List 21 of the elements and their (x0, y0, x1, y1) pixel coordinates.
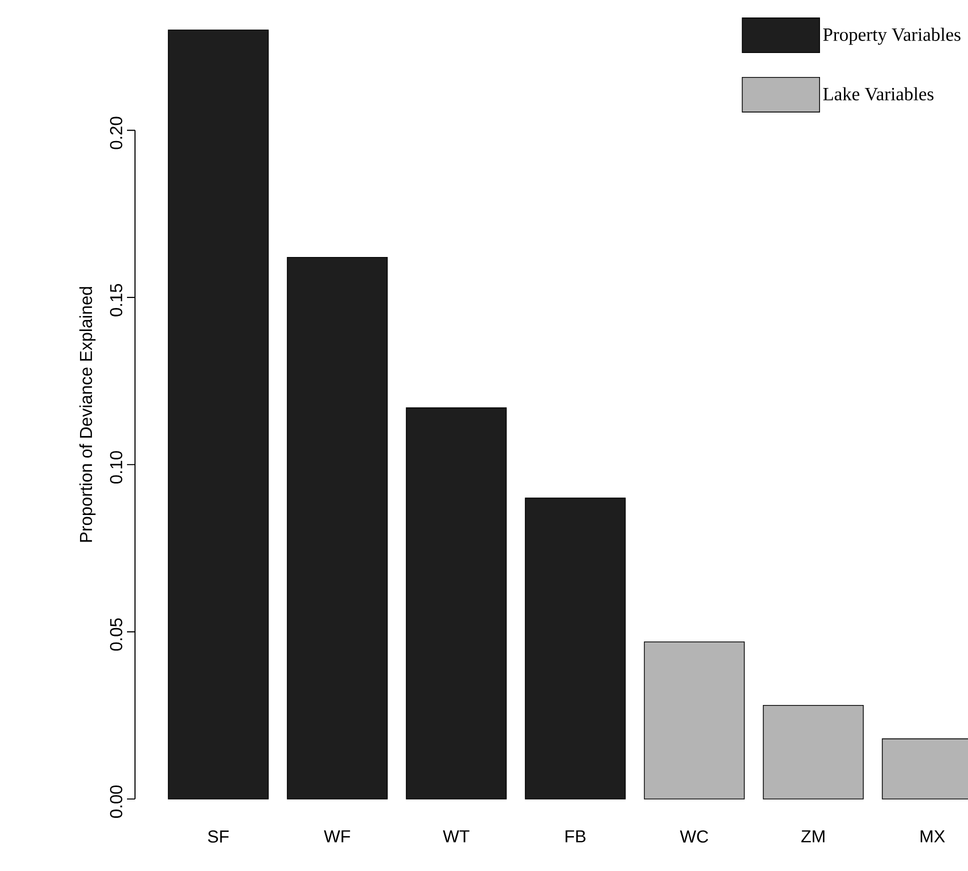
legend-label: Property Variables (823, 28, 960, 45)
bar (524, 498, 626, 800)
x-tick-label: FB (566, 830, 586, 842)
bar (406, 407, 507, 800)
bar (168, 30, 269, 800)
x-tick-label: MX (920, 830, 945, 842)
bar (762, 704, 864, 800)
x-tick-label: SF (208, 830, 229, 843)
legend-label: Lake Variables (823, 87, 934, 101)
y-tick-label: 0.05 (110, 618, 122, 651)
y-tick-label: 0.00 (110, 785, 122, 818)
x-tick-label: WF (324, 830, 350, 842)
y-tick-label: 0.10 (110, 451, 122, 484)
x-tick-label: WT (442, 830, 470, 842)
bar (644, 641, 745, 800)
x-tick-label: WC (680, 830, 708, 843)
y-axis-title: Proportion of Deviance Explained (79, 287, 96, 542)
y-tick-label: 0.15 (110, 284, 122, 316)
y-tick-label: 0.20 (110, 116, 122, 150)
x-tick-label: ZM (801, 830, 824, 842)
bar (286, 256, 388, 800)
